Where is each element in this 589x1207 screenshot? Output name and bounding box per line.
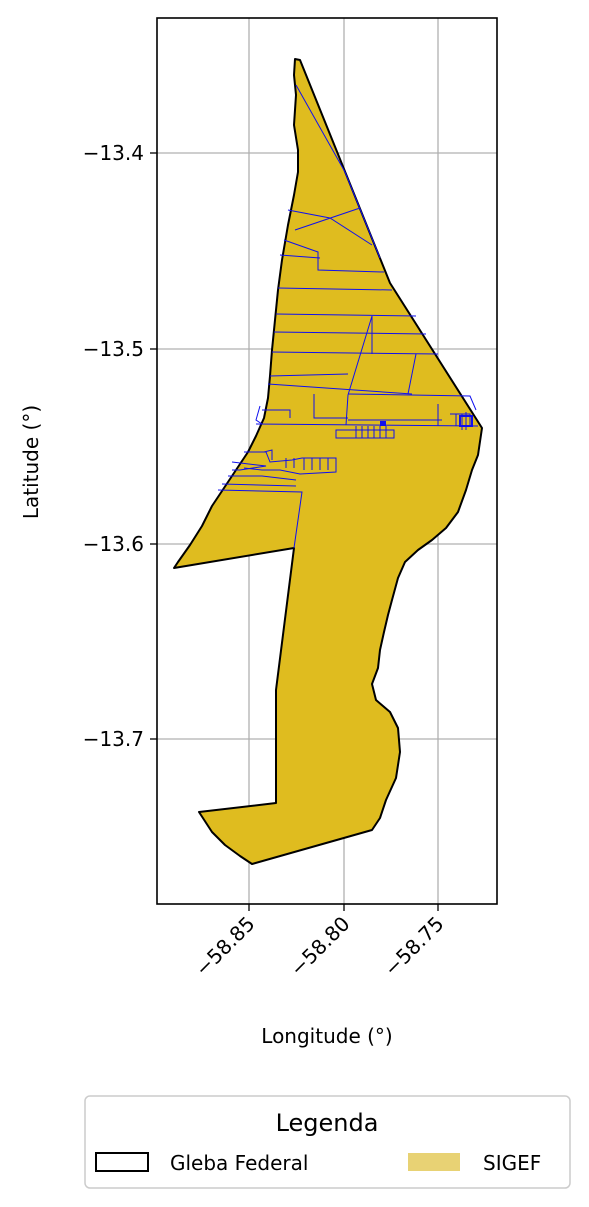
sigef-dense-block — [380, 421, 386, 426]
sigef-parcel-line — [267, 383, 413, 395]
x-tick-label: −58.75 — [379, 912, 448, 981]
sigef-parcel-line — [355, 426, 387, 438]
sigef-parcel-line — [335, 429, 395, 439]
sigef-parcel-line — [283, 239, 385, 273]
sigef-parcels — [217, 84, 479, 549]
legend-title: Legenda — [276, 1109, 379, 1137]
legend-label-gleba-federal: Gleba Federal — [170, 1151, 308, 1175]
x-tick-label: −58.85 — [190, 912, 259, 981]
sigef-dense-block — [459, 415, 473, 427]
sigef-parcel-line — [313, 394, 348, 419]
sigef-parcel-line — [271, 351, 439, 355]
sigef-parcel-line — [263, 449, 273, 460]
sigef-parcel-line — [450, 412, 471, 430]
sigef-parcel-line — [255, 405, 263, 425]
sigef-parcel-line — [407, 353, 417, 395]
sigef-parcel-line — [269, 373, 349, 377]
legend-label-sigef: SIGEF — [483, 1151, 541, 1175]
legend-swatch-sigef — [408, 1153, 460, 1171]
sigef-parcel-line — [255, 423, 479, 427]
sigef-parcel-line — [231, 461, 267, 471]
x-tick-label: −58.80 — [285, 912, 354, 981]
y-tick-label: −13.6 — [83, 532, 144, 556]
sigef-parcel-line — [295, 84, 381, 259]
sigef-parcel-line — [221, 483, 297, 487]
sigef-parcel-line — [243, 451, 337, 475]
sigef-parcel-line — [273, 331, 427, 335]
sigef-parcel-line — [228, 475, 297, 481]
sigef-parcel-line — [217, 489, 303, 549]
sigef-parcel-line — [294, 207, 361, 231]
legend-swatch-gleba-federal — [95, 1152, 149, 1172]
legend: Legenda Gleba Federal SIGEF — [84, 1095, 571, 1189]
sigef-parcel-line — [262, 409, 291, 418]
x-axis-label: Longitude (°) — [261, 1024, 392, 1048]
sigef-parcel-line — [275, 313, 417, 317]
axes-frame — [156, 17, 498, 905]
sigef-parcel-line — [347, 393, 477, 411]
tick-marks — [150, 152, 439, 911]
sigef-parcel-line — [279, 254, 321, 259]
y-axis-label: Latitude (°) — [19, 405, 43, 519]
y-tick-label: −13.4 — [83, 141, 144, 165]
sigef-parcel-line — [285, 458, 329, 470]
sigef-parcel-line — [277, 287, 393, 291]
y-tick-label: −13.7 — [83, 727, 144, 751]
sigef-parcel-line — [345, 315, 373, 426]
y-tick-label: −13.5 — [83, 337, 144, 361]
